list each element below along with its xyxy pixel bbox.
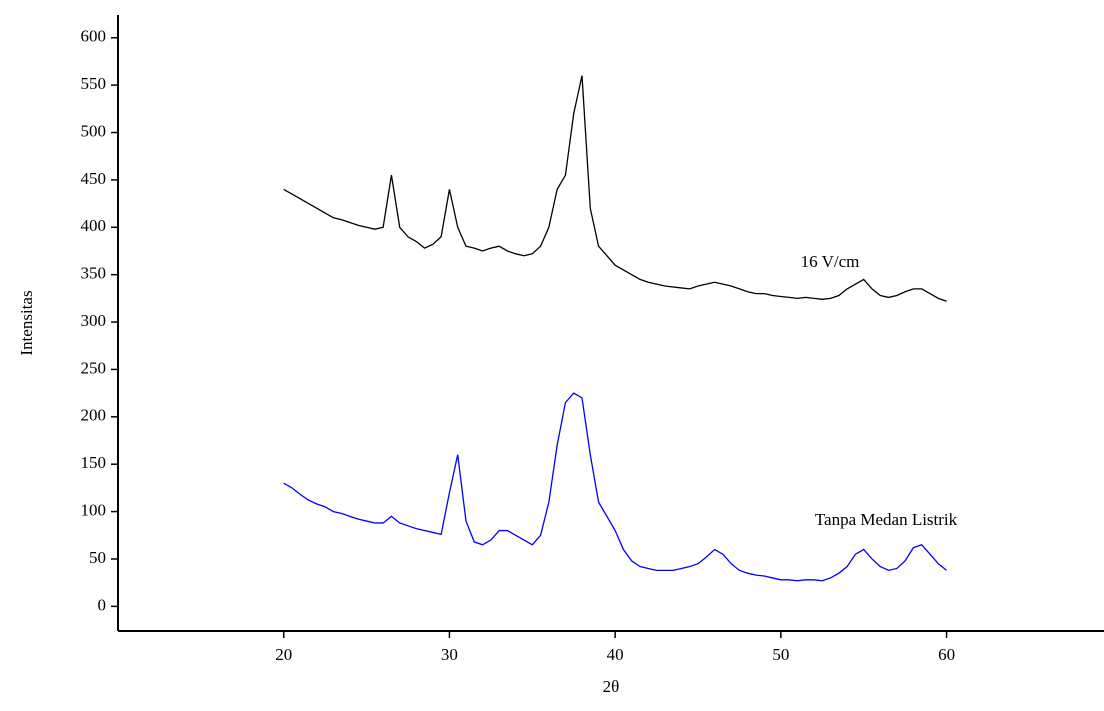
y-tick-label: 200 [81,406,107,425]
data-line [283,392,947,582]
series-label: 16 V/cm [801,252,860,271]
series-label: Tanpa Medan Listrik [815,510,958,529]
y-tick-label: 300 [81,311,107,330]
y-tick-label: 50 [89,548,106,567]
y-tick-label: 0 [98,595,107,614]
y-axis-label: Intensitas [17,290,36,355]
y-tick-label: 550 [81,74,107,93]
x-tick-label: 20 [275,645,292,664]
x-tick-label: 60 [938,645,955,664]
y-tick-label: 500 [81,121,107,140]
x-tick-label: 50 [772,645,789,664]
y-tick-label: 450 [81,169,107,188]
y-tick-label: 400 [81,216,107,235]
x-axis-label: 2θ [603,677,620,696]
y-tick-label: 100 [81,500,107,519]
y-tick-label: 250 [81,358,107,377]
y-tick-label: 350 [81,264,107,283]
x-tick-label: 30 [441,645,458,664]
y-tick-label: 150 [81,453,107,472]
y-tick-label: 600 [81,27,107,46]
x-tick-label: 40 [607,645,624,664]
data-line [283,75,947,302]
